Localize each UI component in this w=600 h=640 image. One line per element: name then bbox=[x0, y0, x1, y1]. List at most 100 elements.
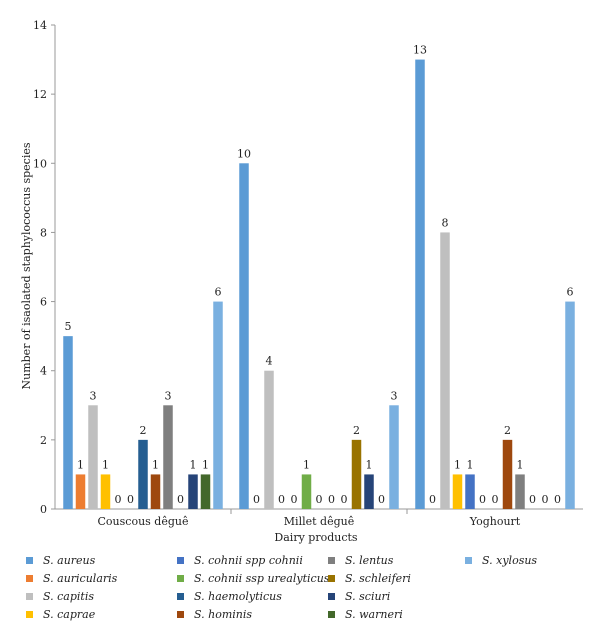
bars-group bbox=[63, 59, 575, 510]
legend: S. aureus S. cohnii spp cohnii S. lentus S.… bbox=[26, 553, 596, 622]
legend-swatch bbox=[177, 575, 184, 582]
data-label: 0 bbox=[328, 493, 335, 506]
data-label: 2 bbox=[353, 424, 360, 437]
y-tick-label: 8 bbox=[40, 226, 47, 239]
y-tick-label: 12 bbox=[33, 88, 47, 101]
data-label: 5 bbox=[65, 320, 72, 333]
legend-item: S. capitis bbox=[26, 589, 177, 604]
legend-item: S. haemolyticus bbox=[177, 589, 328, 604]
bar bbox=[138, 439, 148, 509]
data-label: 0 bbox=[253, 493, 260, 506]
y-tick-label: 14 bbox=[33, 19, 47, 32]
data-label: 4 bbox=[266, 355, 273, 368]
bar bbox=[150, 474, 161, 509]
data-label: 3 bbox=[391, 389, 398, 402]
legend-item: S. schleiferi bbox=[328, 571, 465, 586]
data-label: 13 bbox=[413, 44, 427, 57]
legend-swatch bbox=[26, 593, 33, 600]
data-label: 6 bbox=[567, 286, 574, 299]
legend-item: S. xylosus bbox=[465, 553, 596, 568]
legend-swatch bbox=[328, 611, 335, 618]
data-label: 0 bbox=[529, 493, 536, 506]
bar bbox=[88, 405, 98, 509]
bar bbox=[364, 474, 374, 509]
y-tick-label: 10 bbox=[33, 157, 47, 170]
legend-item: S. hominis bbox=[177, 607, 328, 622]
bar bbox=[264, 370, 274, 509]
legend-item: S. cohnii ssp urealyticus bbox=[177, 571, 329, 586]
legend-label: S. warneri bbox=[345, 608, 403, 621]
bar bbox=[389, 405, 399, 509]
legend-item: S. auricularis bbox=[26, 571, 177, 586]
legend-label: S. schleiferi bbox=[345, 572, 411, 585]
legend-label: S. auricularis bbox=[43, 572, 118, 585]
bar bbox=[301, 474, 312, 509]
data-label: 1 bbox=[303, 458, 310, 471]
data-label: 0 bbox=[378, 493, 385, 506]
data-label: 8 bbox=[442, 216, 449, 229]
data-label: 1 bbox=[366, 458, 373, 471]
legend-label: S. xylosus bbox=[482, 554, 538, 567]
data-label: 0 bbox=[115, 493, 122, 506]
data-label: 0 bbox=[542, 493, 549, 506]
category-label: Couscous dêguê bbox=[98, 515, 189, 528]
bar bbox=[452, 474, 463, 509]
data-label: 0 bbox=[554, 493, 561, 506]
data-label: 1 bbox=[77, 458, 84, 471]
data-label: 0 bbox=[492, 493, 499, 506]
data-label: 1 bbox=[454, 458, 461, 471]
bar bbox=[239, 163, 249, 510]
data-label: 3 bbox=[165, 389, 172, 402]
legend-swatch bbox=[26, 557, 33, 564]
bar bbox=[351, 439, 362, 509]
legend-empty-cell bbox=[465, 571, 596, 586]
legend-item: S. caprae bbox=[26, 607, 177, 622]
data-label: 2 bbox=[504, 424, 511, 437]
bar bbox=[63, 336, 73, 509]
data-label: 6 bbox=[215, 286, 222, 299]
bar bbox=[502, 439, 513, 509]
data-label: 0 bbox=[278, 493, 285, 506]
data-label: 10 bbox=[237, 147, 251, 160]
bar bbox=[163, 405, 173, 509]
data-label: 0 bbox=[429, 493, 436, 506]
y-tick-label: 6 bbox=[40, 296, 47, 309]
bar bbox=[200, 474, 211, 509]
legend-item: S. cohnii spp cohnii bbox=[177, 553, 328, 568]
category-label: Millet dêguê bbox=[284, 515, 354, 528]
data-label: 0 bbox=[341, 493, 348, 506]
data-label: 0 bbox=[291, 493, 298, 506]
data-label: 1 bbox=[467, 458, 474, 471]
data-label: 2 bbox=[140, 424, 147, 437]
data-label: 1 bbox=[102, 458, 109, 471]
bar bbox=[188, 474, 198, 509]
bar bbox=[465, 474, 475, 509]
legend-label: S. sciuri bbox=[345, 590, 391, 603]
y-tick-label: 0 bbox=[40, 503, 47, 516]
category-label: Yoghourt bbox=[469, 515, 521, 528]
legend-swatch bbox=[177, 611, 184, 618]
bar bbox=[213, 301, 223, 509]
data-label: 0 bbox=[316, 493, 323, 506]
legend-swatch bbox=[177, 593, 184, 600]
data-label: 1 bbox=[517, 458, 524, 471]
legend-item: S. lentus bbox=[328, 553, 465, 568]
data-label: 0 bbox=[127, 493, 134, 506]
data-label: 1 bbox=[202, 458, 209, 471]
data-label: 0 bbox=[479, 493, 486, 506]
bar bbox=[75, 474, 86, 509]
legend-swatch bbox=[177, 557, 184, 564]
legend-item: S. aureus bbox=[26, 553, 177, 568]
legend-swatch bbox=[465, 557, 472, 564]
data-label: 1 bbox=[152, 458, 159, 471]
legend-empty-cell bbox=[465, 589, 596, 604]
y-axis: 0 2 4 6 8 10 12 14 bbox=[33, 19, 56, 516]
legend-swatch bbox=[26, 575, 33, 582]
legend-item: S. warneri bbox=[328, 607, 465, 622]
data-label: 3 bbox=[90, 389, 97, 402]
bar bbox=[100, 474, 111, 509]
x-axis-title: Dairy products bbox=[274, 531, 357, 544]
data-label: 1 bbox=[190, 458, 197, 471]
